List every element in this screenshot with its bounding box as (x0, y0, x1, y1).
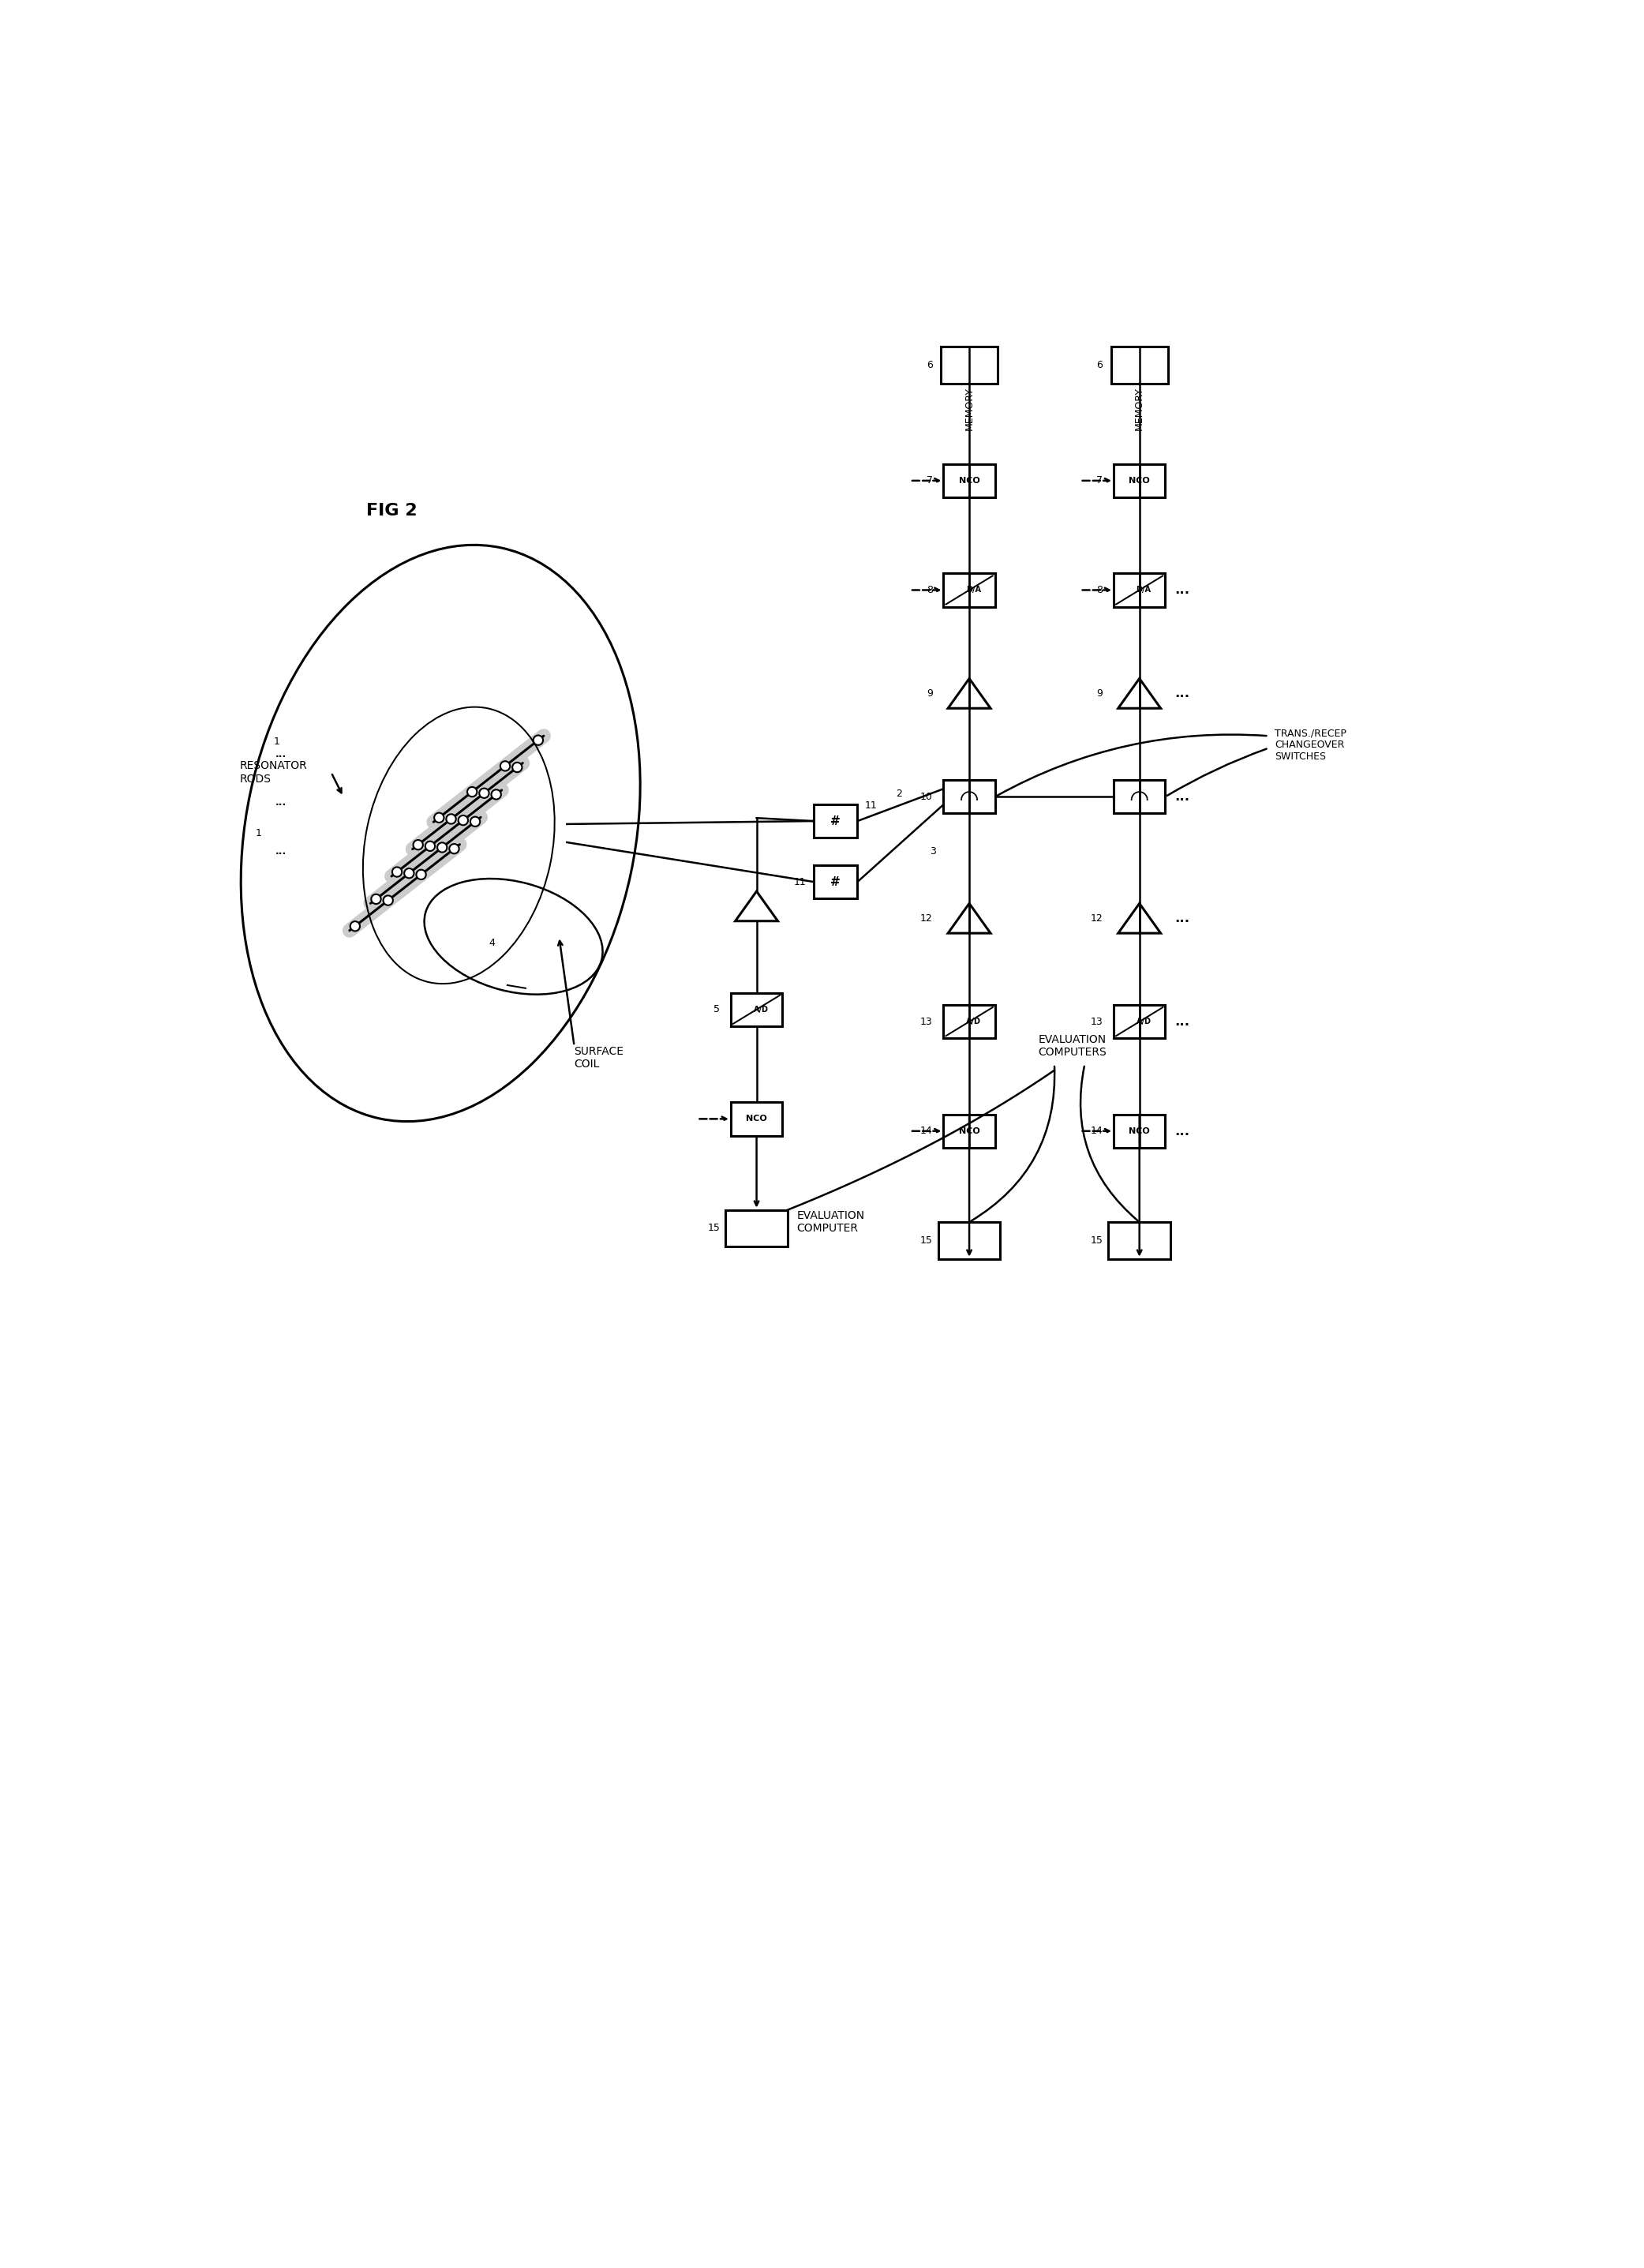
Text: 9: 9 (927, 687, 932, 699)
Text: 12: 12 (921, 914, 932, 923)
Text: A/D: A/D (967, 1018, 981, 1025)
Text: 7: 7 (1097, 476, 1103, 485)
Text: ...: ... (275, 798, 286, 807)
Text: RESONATOR
RODS: RESONATOR RODS (240, 760, 307, 785)
Bar (1108, 1222, 1171, 1259)
Bar (944, 1005, 995, 1039)
Circle shape (404, 869, 414, 878)
Text: 13: 13 (1090, 1016, 1103, 1027)
Circle shape (480, 789, 488, 798)
Text: ...: ... (275, 846, 286, 857)
Bar (814, 864, 858, 898)
Text: TRANS./RECEP
CHANGEOVER
SWITCHES: TRANS./RECEP CHANGEOVER SWITCHES (1274, 728, 1346, 762)
Text: 2: 2 (896, 789, 903, 798)
Circle shape (446, 814, 455, 823)
Text: MEMORY: MEMORY (1134, 386, 1144, 431)
Text: 15: 15 (1090, 1236, 1103, 1245)
Circle shape (426, 841, 436, 850)
Circle shape (513, 762, 523, 771)
Bar (1113, 780, 1166, 814)
Text: 15: 15 (707, 1222, 720, 1234)
Text: A/D: A/D (1136, 1018, 1151, 1025)
Text: 11: 11 (865, 801, 878, 812)
Circle shape (500, 762, 510, 771)
Text: 6: 6 (927, 361, 932, 370)
Circle shape (372, 894, 381, 905)
Text: 1: 1 (255, 828, 261, 839)
Text: ...: ... (1174, 687, 1190, 701)
Bar (1113, 465, 1166, 497)
Circle shape (350, 921, 360, 932)
Text: #: # (830, 875, 840, 887)
Text: NCO: NCO (958, 1127, 980, 1134)
Bar (1111, 347, 1167, 383)
Text: NCO: NCO (1129, 1127, 1149, 1134)
Bar (944, 780, 995, 814)
Circle shape (383, 896, 393, 905)
Text: 9: 9 (1097, 687, 1103, 699)
Text: D/A: D/A (1136, 585, 1151, 594)
Text: A/D: A/D (753, 1005, 768, 1014)
Circle shape (449, 844, 459, 853)
Bar (944, 574, 995, 608)
Bar (940, 347, 998, 383)
Text: 12: 12 (1090, 914, 1103, 923)
Text: NCO: NCO (746, 1116, 768, 1123)
Circle shape (459, 816, 469, 826)
Bar (730, 993, 783, 1025)
Text: ...: ... (1174, 1014, 1190, 1030)
Text: 8: 8 (1097, 585, 1103, 594)
Text: 15: 15 (921, 1236, 932, 1245)
Text: 14: 14 (921, 1125, 932, 1136)
Text: #: # (830, 814, 840, 828)
Text: 13: 13 (921, 1016, 932, 1027)
Text: MEMORY: MEMORY (963, 386, 975, 431)
Text: 8: 8 (927, 585, 932, 594)
Bar (1113, 1114, 1166, 1148)
Text: SURFACE
COIL: SURFACE COIL (574, 1046, 625, 1070)
Bar (944, 1114, 995, 1148)
Text: ...: ... (1174, 1125, 1190, 1139)
Text: 10: 10 (921, 792, 932, 803)
Bar (1113, 574, 1166, 608)
Text: ...: ... (1174, 583, 1190, 596)
Circle shape (492, 789, 501, 798)
Bar (725, 1209, 787, 1247)
Text: FIG 2: FIG 2 (367, 503, 418, 519)
Text: 3: 3 (929, 846, 935, 857)
Text: EVALUATION
COMPUTER: EVALUATION COMPUTER (797, 1211, 865, 1234)
Bar (814, 805, 858, 837)
Circle shape (393, 866, 401, 878)
Bar (939, 1222, 1000, 1259)
Circle shape (467, 787, 477, 796)
Circle shape (470, 816, 480, 826)
Bar (944, 465, 995, 497)
Text: NCO: NCO (1129, 476, 1149, 485)
Circle shape (416, 869, 426, 880)
Text: 14: 14 (1090, 1125, 1103, 1136)
Circle shape (434, 812, 444, 823)
Text: ...: ... (1174, 789, 1190, 803)
Text: 5: 5 (713, 1005, 720, 1014)
Text: 4: 4 (490, 937, 495, 948)
Circle shape (413, 839, 423, 850)
Text: ...: ... (275, 748, 286, 760)
Text: 6: 6 (1097, 361, 1103, 370)
Text: 7: 7 (927, 476, 932, 485)
Circle shape (533, 735, 543, 746)
Text: ...: ... (1174, 912, 1190, 925)
Text: 1: 1 (273, 737, 279, 746)
Bar (730, 1102, 783, 1136)
Text: D/A: D/A (967, 585, 981, 594)
Text: NCO: NCO (958, 476, 980, 485)
Text: EVALUATION
COMPUTERS: EVALUATION COMPUTERS (1039, 1034, 1106, 1059)
Bar (1113, 1005, 1166, 1039)
Text: 11: 11 (794, 878, 806, 887)
Circle shape (437, 844, 447, 853)
